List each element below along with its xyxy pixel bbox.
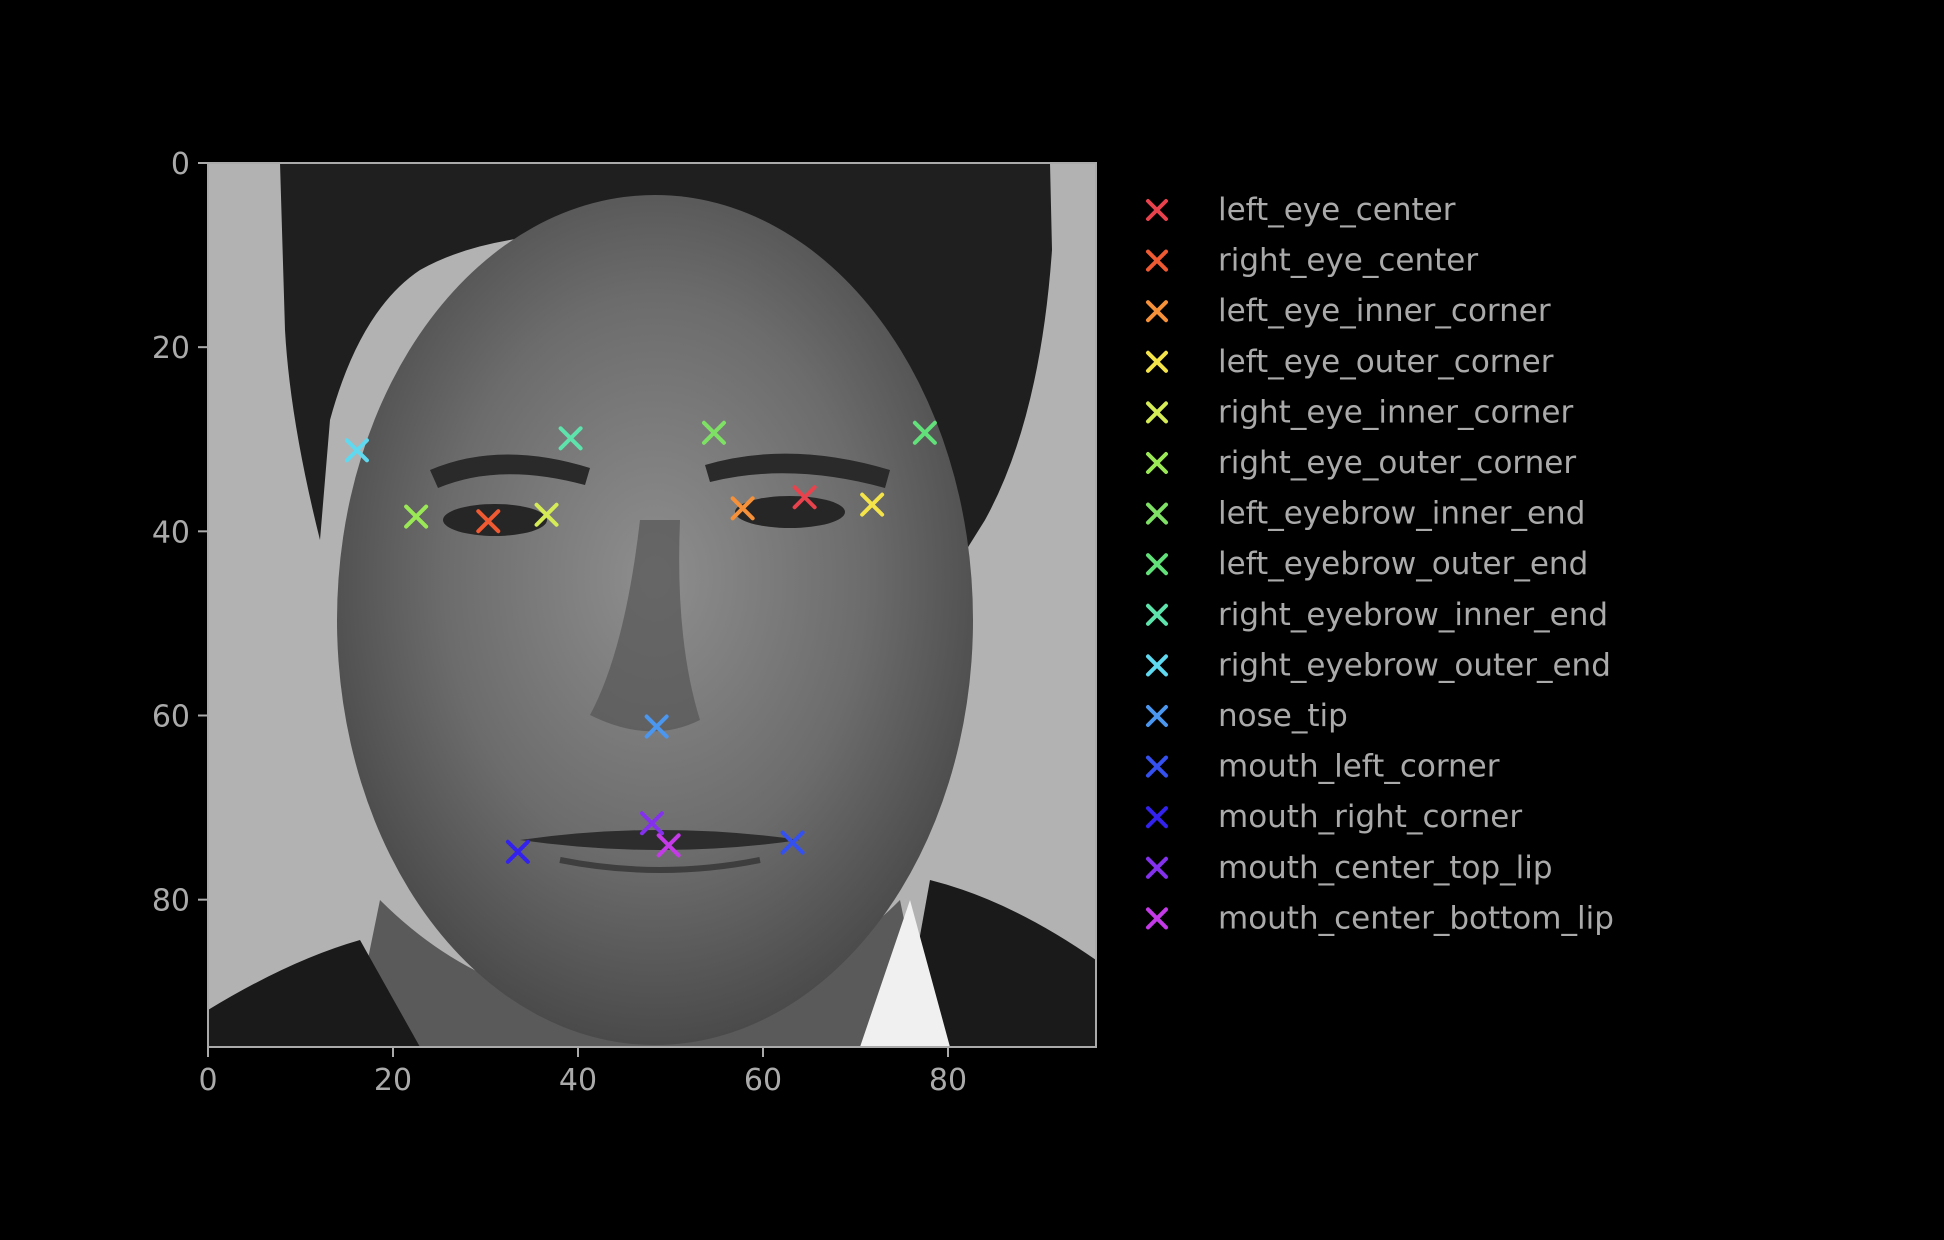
x-tick-label: 40	[559, 1063, 597, 1098]
legend-item: right_eyebrow_outer_end	[1146, 647, 1611, 683]
legend-label: right_eye_center	[1218, 243, 1478, 279]
legend-marker-icon	[1146, 856, 1168, 879]
x-tick-label: 0	[198, 1063, 217, 1098]
legend-label: mouth_right_corner	[1218, 799, 1522, 835]
legend-item: right_eye_center	[1146, 243, 1478, 279]
legend-marker-icon	[1146, 350, 1168, 373]
legend-marker-icon	[1146, 249, 1168, 272]
legend-item: left_eyebrow_inner_end	[1146, 496, 1585, 532]
keypoint-markers	[344, 420, 937, 864]
legend-item: right_eyebrow_inner_end	[1146, 597, 1608, 633]
legend-label: mouth_center_top_lip	[1218, 850, 1553, 886]
y-axis: 0 20 40 60 80	[152, 147, 208, 919]
x-axis: 0 20 40 60 80	[198, 1047, 967, 1098]
legend-label: right_eyebrow_inner_end	[1218, 597, 1608, 633]
legend-label: mouth_left_corner	[1218, 749, 1500, 785]
marker-mouth-left-corner	[780, 830, 805, 855]
marker-right-eye-outer-corner	[404, 504, 429, 529]
y-tick-label: 0	[171, 147, 190, 182]
marker-left-eyebrow-inner-end	[701, 420, 726, 445]
legend-item: mouth_left_corner	[1146, 749, 1500, 785]
legend-marker-icon	[1146, 654, 1168, 677]
legend-item: nose_tip	[1146, 698, 1348, 734]
legend-marker-icon	[1146, 502, 1168, 525]
legend-item: mouth_center_bottom_lip	[1146, 900, 1614, 936]
legend: left_eye_center right_eye_center left_eye_…	[1146, 192, 1614, 936]
legend-item: left_eye_inner_corner	[1146, 293, 1551, 329]
marker-mouth-center-bottom-lip	[656, 833, 681, 858]
legend-label: left_eye_inner_corner	[1218, 293, 1551, 329]
legend-label: mouth_center_bottom_lip	[1218, 900, 1614, 936]
marker-right-eyebrow-inner-end	[558, 426, 583, 451]
legend-label: right_eye_inner_corner	[1218, 394, 1573, 430]
legend-item: mouth_center_top_lip	[1146, 850, 1553, 886]
legend-label: left_eyebrow_outer_end	[1218, 546, 1588, 582]
legend-item: left_eyebrow_outer_end	[1146, 546, 1588, 582]
legend-item: left_eye_outer_corner	[1146, 344, 1554, 380]
legend-marker-icon	[1146, 300, 1168, 323]
legend-item: left_eye_center	[1146, 192, 1456, 228]
marker-right-eye-center	[476, 509, 501, 534]
legend-item: mouth_right_corner	[1146, 799, 1522, 835]
y-tick-label: 40	[152, 515, 190, 550]
legend-marker-icon	[1146, 705, 1168, 727]
x-tick-label: 20	[374, 1063, 412, 1098]
legend-marker-icon	[1146, 553, 1168, 576]
legend-item: right_eye_outer_corner	[1146, 445, 1576, 481]
marker-mouth-right-corner	[505, 839, 530, 864]
legend-item: right_eye_inner_corner	[1146, 394, 1573, 430]
y-tick-label: 20	[152, 331, 190, 366]
legend-label: right_eyebrow_outer_end	[1218, 647, 1611, 683]
marker-right-eyebrow-outer-end	[344, 438, 369, 463]
marker-left-eye-inner-corner	[730, 496, 755, 521]
legend-marker-icon	[1146, 806, 1168, 829]
marker-mouth-center-top-lip	[640, 811, 664, 836]
legend-label: left_eye_center	[1218, 192, 1456, 228]
marker-nose-tip	[644, 714, 669, 739]
legend-marker-icon	[1146, 401, 1168, 424]
legend-marker-icon	[1146, 603, 1168, 626]
y-tick-label: 80	[152, 884, 190, 919]
legend-marker-icon	[1146, 452, 1168, 474]
legend-marker-icon	[1146, 907, 1168, 930]
plot-frame	[207, 162, 1097, 1048]
y-tick-label: 60	[152, 700, 190, 735]
marker-right-eye-inner-corner	[534, 502, 559, 527]
marker-left-eye-outer-corner	[860, 492, 885, 517]
face-photo-image	[208, 163, 1096, 1047]
marker-left-eye-center	[792, 485, 817, 510]
legend-label: left_eyebrow_inner_end	[1218, 496, 1585, 532]
legend-label: left_eye_outer_corner	[1218, 344, 1554, 380]
legend-marker-icon	[1146, 755, 1168, 778]
x-tick-label: 60	[744, 1063, 782, 1098]
x-tick-label: 80	[929, 1063, 967, 1098]
legend-label: nose_tip	[1218, 698, 1348, 734]
legend-marker-icon	[1146, 199, 1168, 221]
marker-left-eyebrow-outer-end	[912, 420, 937, 445]
legend-label: right_eye_outer_corner	[1218, 445, 1576, 481]
